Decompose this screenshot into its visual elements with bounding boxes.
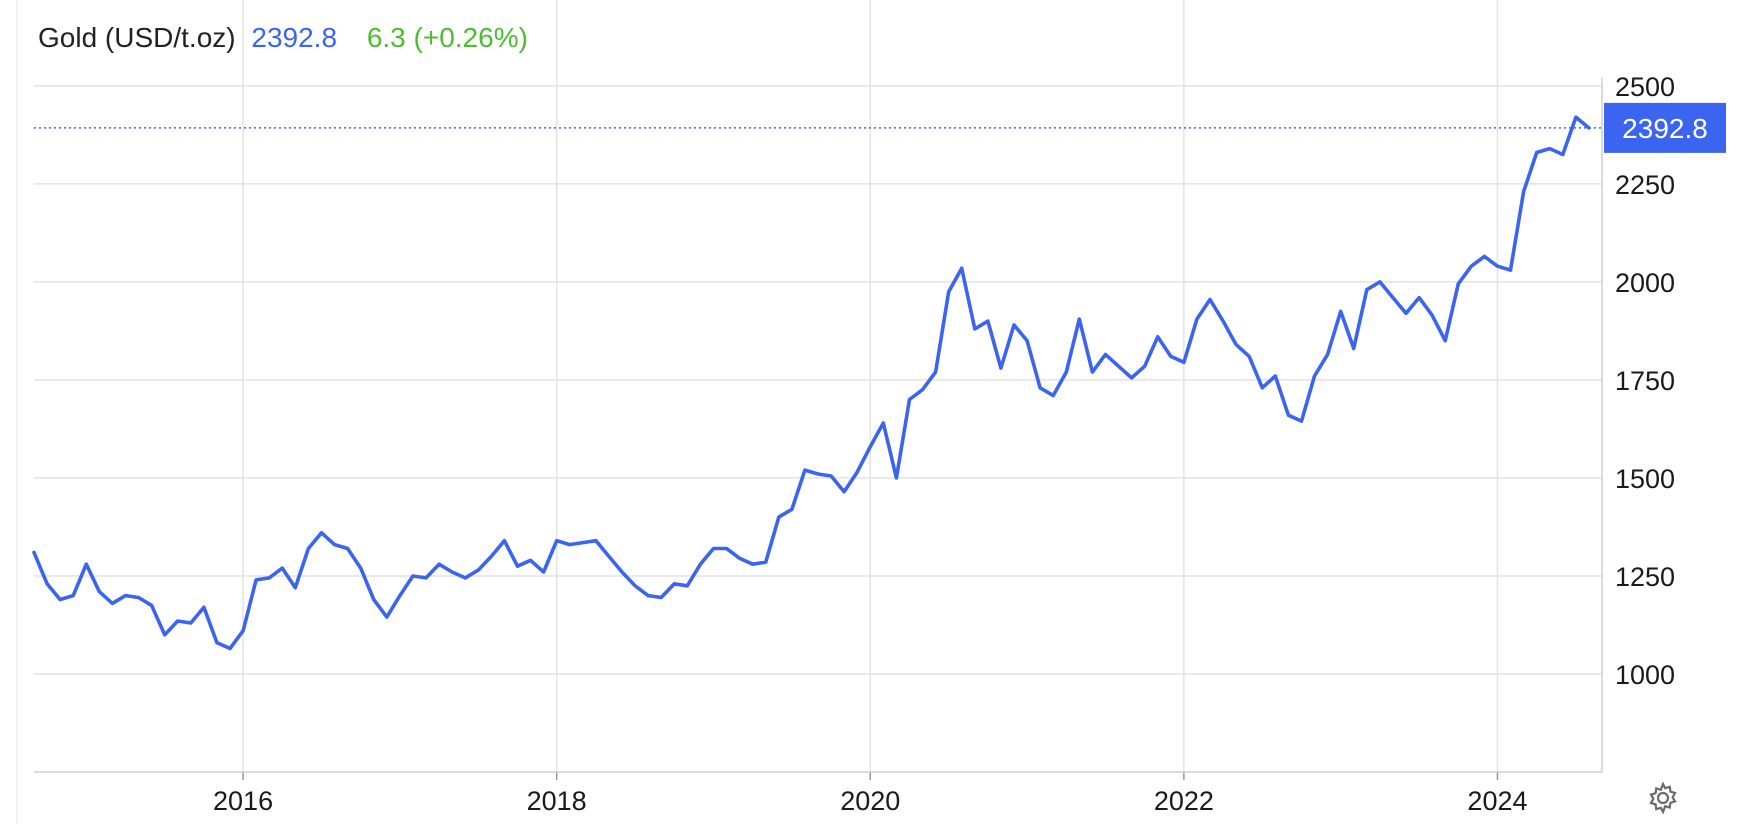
y-tick-label: 1500 xyxy=(1615,464,1675,494)
x-tick-label: 2018 xyxy=(527,786,587,816)
current-price: 2392.8 xyxy=(251,22,338,53)
y-tick-label: 2500 xyxy=(1615,72,1675,102)
grid xyxy=(16,0,1602,824)
last-value-badge xyxy=(1604,102,1726,153)
y-tick-label: 2250 xyxy=(1615,170,1675,200)
price-series[interactable] xyxy=(32,115,1602,651)
x-tick-label: 2024 xyxy=(1467,786,1527,816)
last-value-label: 2392.8 xyxy=(1622,113,1708,144)
axes: 1000 1250 1500 1750 2000 2250 2500 2016 2018 2020… xyxy=(34,72,1726,816)
chart-header: Gold (USD/t.oz) 2392.8 6.3 (+0.26%) xyxy=(38,22,528,54)
gear-icon[interactable] xyxy=(1645,780,1681,816)
y-tick-label: 2000 xyxy=(1615,268,1675,298)
x-tick-label: 2022 xyxy=(1154,786,1214,816)
y-tick-label: 1000 xyxy=(1615,660,1675,690)
series-line[interactable] xyxy=(32,115,1591,651)
price-change: 6.3 (+0.26%) xyxy=(366,22,528,53)
instrument-title: Gold (USD/t.oz) xyxy=(38,22,236,53)
x-tick-label: 2016 xyxy=(213,786,273,816)
y-tick-label: 1250 xyxy=(1615,562,1675,592)
y-tick-label: 1750 xyxy=(1615,366,1675,396)
x-tick-label: 2020 xyxy=(840,786,900,816)
